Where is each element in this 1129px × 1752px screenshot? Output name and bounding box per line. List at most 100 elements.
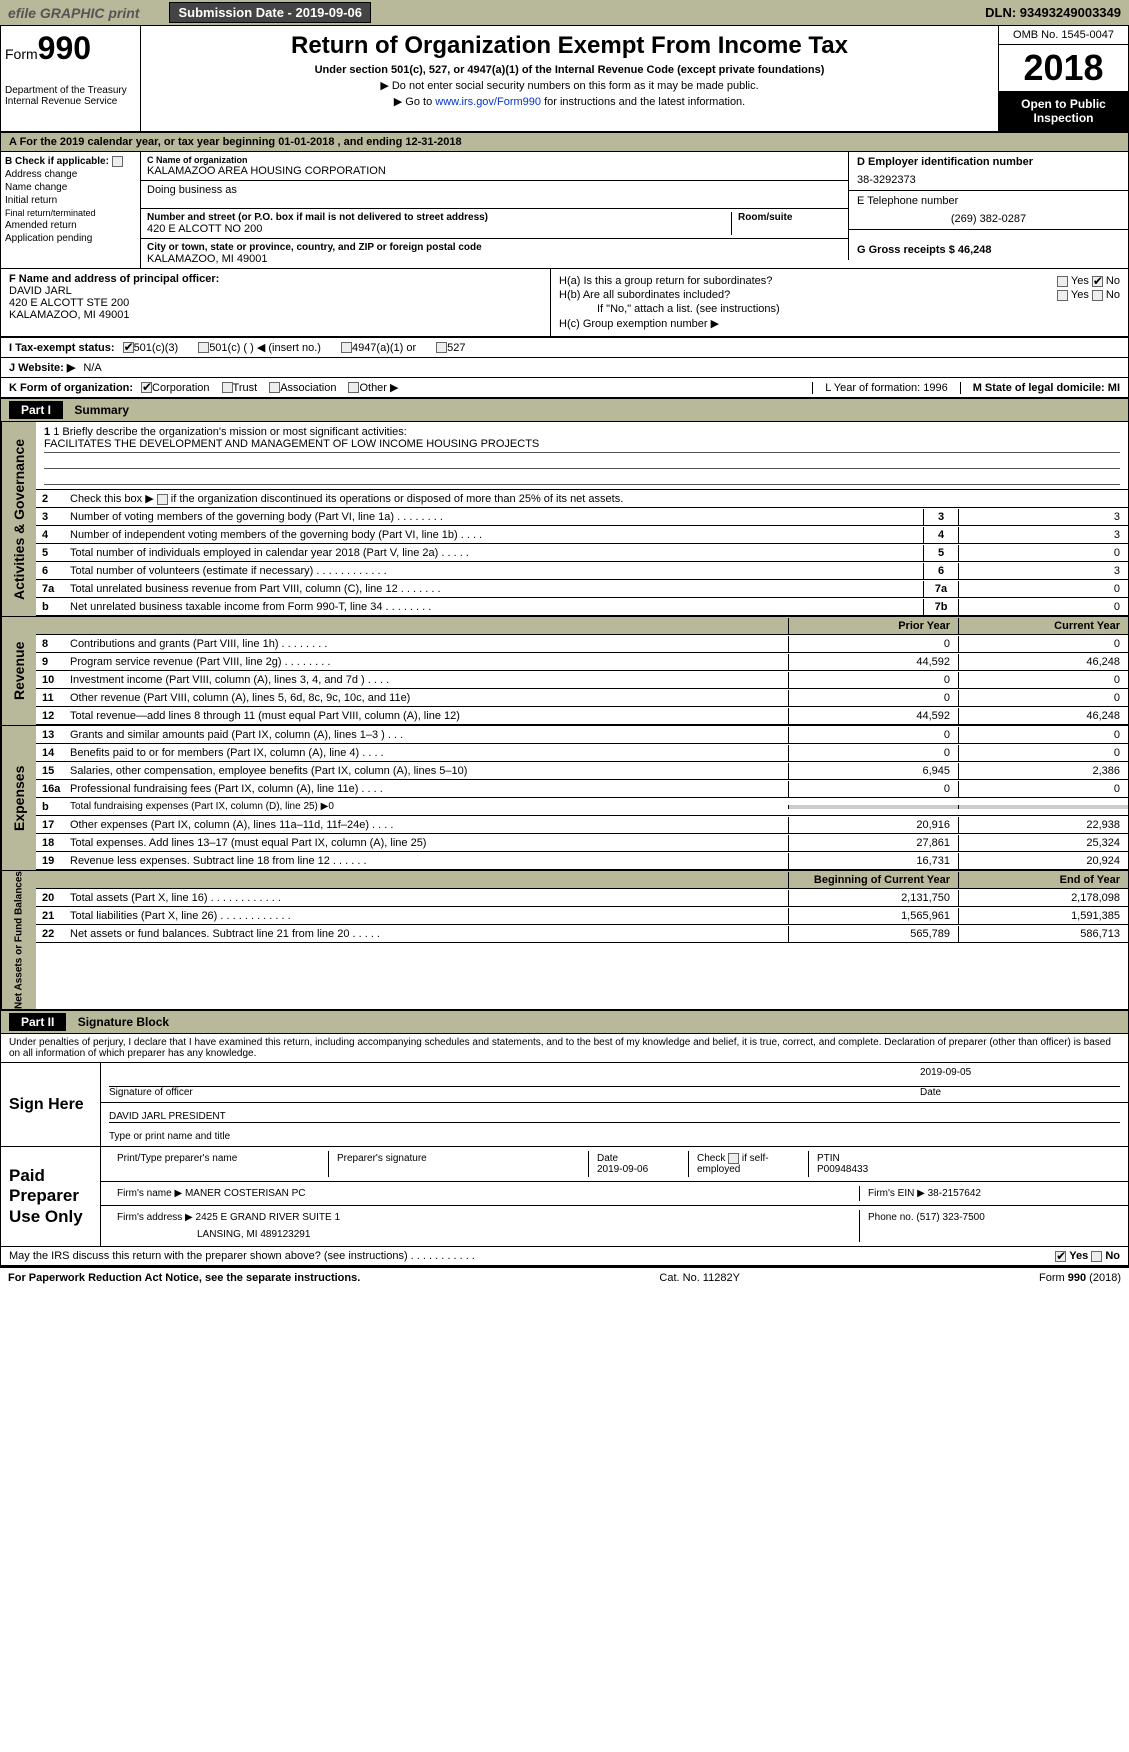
checkbox-icon[interactable] [341,342,352,353]
netassets-line: 22Net assets or fund balances. Subtract … [36,925,1128,943]
revenue-line: 12Total revenue—add lines 8 through 11 (… [36,707,1128,725]
officer-addr2: KALAMAZOO, MI 49001 [9,309,542,321]
col-b-org: C Name of organization KALAMAZOO AREA HO… [141,152,848,268]
hb-line: H(b) Are all subordinates included? Yes … [559,289,1120,301]
col-b-checks: B Check if applicable: Address change Na… [1,152,141,268]
col-b-right: D Employer identification number 38-3292… [848,152,1128,268]
chk-pending: Application pending [5,233,136,244]
checkbox-icon[interactable] [1091,1251,1102,1262]
form-title: Return of Organization Exempt From Incom… [147,32,992,60]
ein-label: D Employer identification number [857,156,1120,168]
f-label: F Name and address of principal officer: [9,273,542,285]
c-label: C Name of organization [147,155,842,165]
revenue-line: 11Other revenue (Part VIII, column (A), … [36,689,1128,707]
gov-line: 5Total number of individuals employed in… [36,544,1128,562]
checkbox-icon[interactable] [1057,290,1068,301]
perjury-statement: Under penalties of perjury, I declare th… [1,1034,1128,1063]
form-container: Form990 Department of the Treasury Inter… [0,25,1129,1268]
gov-line: 6Total number of volunteers (estimate if… [36,562,1128,580]
year-formation: L Year of formation: 1996 [812,382,960,394]
open-inspection: Open to Public Inspection [999,91,1128,131]
website-value: N/A [83,362,101,374]
part1-header: Part I Summary [1,399,1128,422]
gov-line: bNet unrelated business taxable income f… [36,598,1128,616]
header-center: Return of Organization Exempt From Incom… [141,26,998,131]
revenue-line: 10Investment income (Part VIII, column (… [36,671,1128,689]
checkbox-icon[interactable] [1092,290,1103,301]
prep-sig-label: Preparer's signature [329,1151,589,1177]
mission-box: 1 1 Briefly describe the organization's … [36,422,1128,490]
expenses-section: Expenses 13Grants and similar amounts pa… [1,726,1128,871]
dln: DLN: 93493249003349 [985,5,1121,20]
form-number: 990 [38,30,91,66]
footer-mid: Cat. No. 11282Y [659,1272,740,1284]
checkbox-icon[interactable] [157,494,168,505]
form-label: Form [5,46,38,62]
gov-line: 3Number of voting members of the governi… [36,508,1128,526]
footer: For Paperwork Reduction Act Notice, see … [0,1268,1129,1288]
governance-section: Activities & Governance 1 1 Briefly desc… [1,422,1128,617]
checkbox-icon[interactable] [436,342,447,353]
hb-note: If "No," attach a list. (see instruction… [559,303,1120,315]
revenue-line: 8Contributions and grants (Part VIII, li… [36,635,1128,653]
row-i: I Tax-exempt status: 501(c)(3) 501(c) ( … [1,337,1128,358]
subtitle: Under section 501(c), 527, or 4947(a)(1)… [147,64,992,76]
chk-initial: Initial return [5,195,136,206]
expense-line: 15Salaries, other compensation, employee… [36,762,1128,780]
sig-name: DAVID JARL PRESIDENT [109,1111,1120,1123]
checkbox-icon[interactable] [728,1153,739,1164]
header-right: OMB No. 1545-0047 2018 Open to Public In… [998,26,1128,131]
checkbox-icon[interactable] [112,156,123,167]
checkbox-icon[interactable] [1057,276,1068,287]
expense-line: bTotal fundraising expenses (Part IX, co… [36,798,1128,816]
h-section: H(a) Is this a group return for subordin… [551,269,1128,336]
city-value: KALAMAZOO, MI 49001 [147,253,842,265]
footer-right: Form 990 (2018) [1039,1272,1121,1284]
checkbox-icon[interactable] [348,382,359,393]
officer-addr1: 420 E ALCOTT STE 200 [9,297,542,309]
omb-number: OMB No. 1545-0047 [999,26,1128,45]
checkbox-checked-icon[interactable] [1092,276,1103,287]
side-revenue: Revenue [1,617,36,725]
phone-value: (269) 382-0287 [857,213,1120,225]
expense-line: 14Benefits paid to or for members (Part … [36,744,1128,762]
checkbox-checked-icon[interactable] [123,342,134,353]
checkbox-icon[interactable] [222,382,233,393]
section-f: F Name and address of principal officer:… [1,269,1128,337]
note-ssn: ▶ Do not enter social security numbers o… [147,79,992,92]
footer-left: For Paperwork Reduction Act Notice, see … [8,1272,360,1284]
netassets-line: 21Total liabilities (Part X, line 26) . … [36,907,1128,925]
sig-officer-label: Signature of officer [109,1086,920,1098]
row-a-tax-year: A For the 2019 calendar year, or tax yea… [1,133,1128,152]
expense-line: 13Grants and similar amounts paid (Part … [36,726,1128,744]
revenue-section: Revenue Prior Year Current Year 8Contrib… [1,617,1128,726]
sig-name-label: Type or print name and title [109,1131,230,1142]
checkbox-icon[interactable] [198,342,209,353]
checkbox-checked-icon[interactable] [141,382,152,393]
checkbox-checked-icon[interactable] [1055,1251,1066,1262]
check-applicable-label: B Check if applicable: [5,156,136,167]
row-k: K Form of organization: Corporation Trus… [1,378,1128,399]
irs-link[interactable]: www.irs.gov/Form990 [435,96,541,108]
revenue-header: Prior Year Current Year [36,617,1128,635]
efile-label: efile GRAPHIC print [8,5,139,21]
section-b: B Check if applicable: Address change Na… [1,152,1128,269]
chk-name: Name change [5,182,136,193]
chk-address: Address change [5,169,136,180]
netassets-section: Net Assets or Fund Balances Beginning of… [1,871,1128,1011]
ein-value: 38-3292373 [857,174,1120,186]
form-header: Form990 Department of the Treasury Inter… [1,26,1128,133]
addr-label: Number and street (or P.O. box if mail i… [147,212,725,223]
gross-receipts: G Gross receipts $ 46,248 [857,244,1120,256]
principal-officer: F Name and address of principal officer:… [1,269,551,336]
sign-here-label: Sign Here [1,1063,101,1146]
sig-date: 2019-09-05 [920,1067,1120,1078]
side-governance: Activities & Governance [1,422,36,616]
checkbox-icon[interactable] [269,382,280,393]
line-2: 2 Check this box ▶ if the organization d… [36,490,1128,508]
header-left: Form990 Department of the Treasury Inter… [1,26,141,131]
mission-text: FACILITATES THE DEVELOPMENT AND MANAGEME… [44,438,1120,453]
gov-line: 4Number of independent voting members of… [36,526,1128,544]
ha-line: H(a) Is this a group return for subordin… [559,275,1120,287]
side-expenses: Expenses [1,726,36,870]
